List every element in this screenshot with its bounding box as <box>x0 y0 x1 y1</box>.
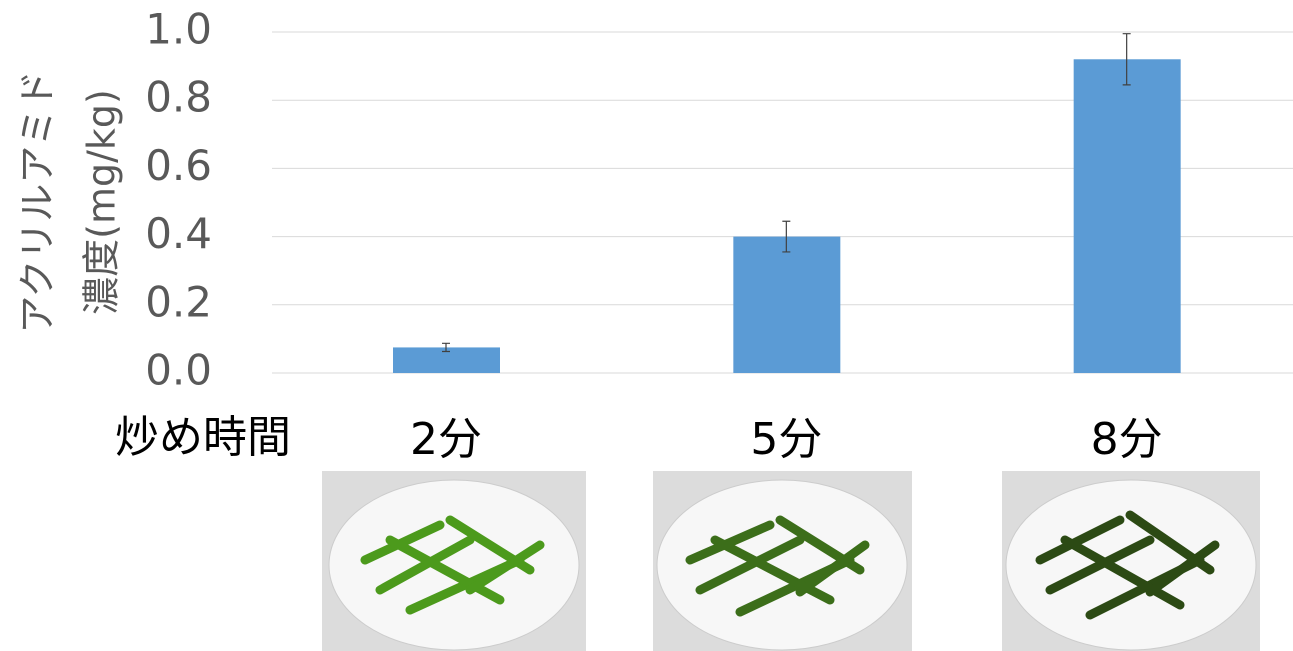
x-tick-label: 8分 <box>1091 414 1163 465</box>
y-tick-label: 0.4 <box>145 209 212 258</box>
bar <box>733 237 840 373</box>
y-tick-label: 0.6 <box>145 141 212 190</box>
y-tick-label: 0.2 <box>145 277 212 326</box>
y-tick-label: 0.0 <box>145 346 212 395</box>
photo <box>653 471 912 651</box>
chart: アクリルアミド 濃度(mg/kg) 炒め時間 0.0 0.2 0.4 0.6 0.8 1.… <box>0 0 1293 651</box>
bar <box>1074 59 1181 373</box>
x-axis-label: 炒め時間 <box>115 412 291 463</box>
y-axis-label: アクリルアミド <box>16 70 60 333</box>
y-tick-label: 0.8 <box>145 73 212 122</box>
photo <box>322 471 586 651</box>
photos <box>322 471 1260 651</box>
y-axis-label: 濃度(mg/kg) <box>80 89 124 315</box>
photo <box>1002 471 1260 651</box>
x-tick-label: 5分 <box>750 414 822 465</box>
y-tick-label: 1.0 <box>145 5 212 54</box>
x-tick-label: 2分 <box>410 414 482 465</box>
